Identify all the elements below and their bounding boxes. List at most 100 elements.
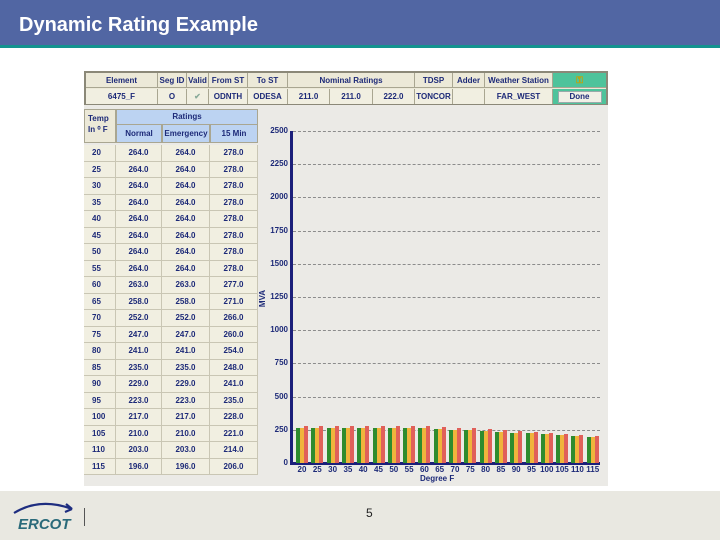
normal-cell: 258.0	[116, 293, 162, 309]
to-st-value[interactable]: ODESA	[248, 89, 288, 104]
normal-cell: 252.0	[116, 310, 162, 326]
temp-cell: 70	[84, 310, 116, 326]
element-value[interactable]: 6475_F	[86, 89, 158, 104]
bar-15-min	[395, 426, 400, 463]
bar-normal	[357, 427, 362, 463]
normal-cell: 264.0	[116, 178, 162, 194]
temp-cell: 55	[84, 260, 116, 276]
emergency-cell: 263.0	[162, 277, 210, 293]
temp-cell: 75	[84, 326, 116, 342]
table-row[interactable]: 50 264.0 264.0 278.0	[84, 244, 258, 261]
emergency-cell: 264.0	[162, 194, 210, 210]
emergency-cell: 229.0	[162, 376, 210, 392]
header-seg-id: Seg ID	[158, 73, 187, 88]
normal-header: Normal	[116, 125, 162, 143]
header-tdsp: TDSP	[415, 73, 453, 88]
x-tick-label: 90	[511, 465, 521, 474]
normal-cell: 223.0	[116, 392, 162, 408]
table-row[interactable]: 100 217.0 217.0 228.0	[84, 409, 258, 426]
15min-cell: 214.0	[210, 442, 258, 458]
from-st-value[interactable]: ODNTH	[209, 89, 248, 104]
seg-id-value[interactable]: O	[158, 89, 187, 104]
key-cell: ⚿	[553, 73, 606, 88]
table-row[interactable]: 35 264.0 264.0 278.0	[84, 194, 258, 211]
table-row[interactable]: 75 247.0 247.0 260.0	[84, 326, 258, 343]
ratings-bar-chart: MVA Degree F 0 250 500 750 1000 1250 1500 1750 2…	[258, 109, 608, 486]
bar-15-min	[441, 427, 446, 463]
normal-cell: 264.0	[116, 211, 162, 227]
emergency-cell: 241.0	[162, 343, 210, 359]
table-row[interactable]: 20 264.0 264.0 278.0	[84, 145, 258, 162]
nominal-rating-1[interactable]: 211.0	[288, 89, 330, 104]
x-tick-label: 55	[404, 465, 414, 474]
bar-normal	[326, 427, 331, 463]
table-row[interactable]: 105 210.0 210.0 221.0	[84, 425, 258, 442]
temp-cell: 100	[84, 409, 116, 425]
adder-value[interactable]	[453, 89, 485, 104]
valid-checkbox[interactable]: ✔	[187, 89, 209, 104]
nominal-rating-3[interactable]: 222.0	[373, 89, 415, 104]
y-tick-label: 250	[274, 424, 288, 434]
gridline	[293, 230, 600, 232]
table-row[interactable]: 115 196.0 196.0 206.0	[84, 458, 258, 475]
bar-emergency	[575, 436, 580, 463]
bar-15-min	[594, 435, 599, 463]
table-row[interactable]: 95 223.0 223.0 235.0	[84, 392, 258, 409]
emergency-cell: 247.0	[162, 326, 210, 342]
table-row[interactable]: 90 229.0 229.0 241.0	[84, 376, 258, 393]
gridline	[293, 263, 600, 265]
y-tick-label: 1250	[270, 292, 288, 301]
temp-header-line2: In ⁰ F	[88, 125, 108, 134]
table-row[interactable]: 40 264.0 264.0 278.0	[84, 211, 258, 228]
bar-emergency	[422, 428, 427, 463]
bar-normal	[403, 427, 408, 463]
title-bar: Dynamic Rating Example	[0, 0, 720, 48]
emergency-header: Emergency	[162, 125, 210, 143]
table-row[interactable]: 70 252.0 252.0 266.0	[84, 310, 258, 327]
gridline	[293, 429, 600, 431]
nominal-rating-2[interactable]: 211.0	[330, 89, 373, 104]
gridline	[293, 297, 600, 298]
table-row[interactable]: 45 264.0 264.0 278.0	[84, 227, 258, 244]
weather-station-value[interactable]: FAR_WEST	[485, 89, 553, 104]
emergency-cell: 196.0	[162, 458, 210, 474]
table-row[interactable]: 85 235.0 235.0 248.0	[84, 359, 258, 376]
bar-15-min	[579, 434, 584, 463]
x-tick-label: 25	[312, 465, 322, 474]
15min-cell: 278.0	[210, 227, 258, 243]
normal-cell: 247.0	[116, 326, 162, 342]
table-row[interactable]: 55 264.0 264.0 278.0	[84, 260, 258, 277]
emergency-cell: 264.0	[162, 227, 210, 243]
bar-emergency	[468, 430, 473, 463]
normal-cell: 217.0	[116, 409, 162, 425]
emergency-cell: 223.0	[162, 392, 210, 408]
emergency-cell: 210.0	[162, 425, 210, 441]
y-tick-label: 500	[274, 391, 288, 401]
table-row[interactable]: 30 264.0 264.0 278.0	[84, 178, 258, 195]
bar-normal	[341, 427, 346, 463]
bar-15-min	[319, 426, 324, 463]
table-row[interactable]: 110 203.0 203.0 214.0	[84, 442, 258, 459]
header-adder: Adder	[453, 73, 485, 88]
bar-15-min	[380, 426, 385, 463]
done-button[interactable]: Done	[557, 90, 602, 103]
table-row[interactable]: 25 264.0 264.0 278.0	[84, 161, 258, 178]
table-row[interactable]: 80 241.0 241.0 254.0	[84, 343, 258, 360]
bar-emergency	[407, 427, 412, 463]
bar-emergency	[361, 427, 366, 463]
x-tick-label: 20	[297, 465, 307, 474]
temp-cell: 95	[84, 392, 116, 408]
15min-cell: 278.0	[210, 211, 258, 227]
bar-normal	[510, 432, 515, 463]
table-row[interactable]: 65 258.0 258.0 271.0	[84, 293, 258, 310]
normal-cell: 241.0	[116, 343, 162, 359]
x-tick-label: 40	[358, 465, 368, 474]
tdsp-value[interactable]: TONCOR	[415, 89, 453, 104]
gridline	[293, 131, 600, 132]
header-nominal-ratings: Nominal Ratings	[288, 73, 415, 88]
key-icon[interactable]: ⚿	[576, 74, 583, 85]
emergency-cell: 264.0	[162, 244, 210, 260]
temp-cell: 50	[84, 244, 116, 260]
table-row[interactable]: 60 263.0 263.0 277.0	[84, 277, 258, 294]
